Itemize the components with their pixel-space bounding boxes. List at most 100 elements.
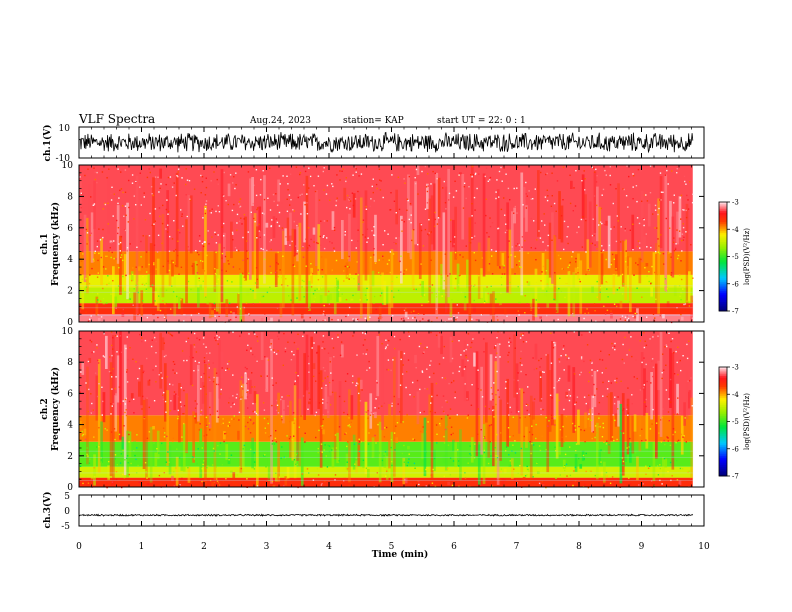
ch1-spectrogram-streak: [322, 320, 325, 321]
ch1-spectrogram-colorbar-cell: [719, 221, 727, 225]
ch2-spectrogram-colorbar-cell: [719, 437, 727, 441]
ch2-spectrogram-speckle: [145, 471, 147, 473]
ch2-spectrogram-speckle: [684, 417, 686, 419]
ch1-spectrogram-speckle: [277, 263, 279, 265]
ch2-spectrogram-speckle: [318, 402, 321, 404]
ch1-spectrogram-speckle: [310, 312, 312, 314]
ch2-spectrogram-speckle: [264, 432, 267, 434]
ch2-spectrogram-speckle: [171, 335, 174, 337]
ch1-spectrogram-streak: [350, 298, 354, 301]
ch2-spectrogram-speckle: [322, 380, 324, 382]
ch1-spectrogram-colorbar-cell: [719, 260, 727, 263]
ch2-spectrogram-speckle: [346, 413, 349, 416]
ch2-spectrogram-speckle: [439, 424, 442, 427]
ch2-spectrogram-speckle: [220, 423, 223, 425]
ch2-spectrogram-speckle: [215, 383, 218, 386]
ch2-spectrogram-speckle: [324, 377, 326, 379]
ch1-spectrogram-speckle: [128, 291, 130, 294]
ch1-spectrogram-speckle: [473, 196, 476, 199]
ch1-spectrogram-speckle: [405, 307, 407, 310]
ch2-spectrogram-speckle: [650, 382, 652, 384]
ch2-spectrogram-speckle: [661, 377, 663, 380]
ch1-spectrogram-speckle: [314, 289, 316, 292]
ch2-spectrogram-speckle: [422, 426, 424, 428]
ch2-spectrogram-speckle: [137, 377, 139, 380]
ch1-spectrogram-speckle: [494, 312, 496, 315]
ch2-spectrogram-speckle: [253, 468, 256, 470]
ch2-spectrogram-speckle: [288, 437, 291, 440]
ch1-spectrogram-speckle: [336, 174, 338, 176]
ch2-spectrogram-speckle: [568, 357, 570, 359]
ch2-spectrogram-speckle: [495, 394, 497, 396]
ch2-spectrogram-speckle: [651, 358, 654, 360]
ch1-spectrogram-speckle: [594, 171, 596, 173]
ch2-spectrogram-speckle: [116, 335, 118, 337]
ch1-spectrogram-speckle: [668, 252, 670, 254]
ch1-spectrogram-speckle: [96, 276, 99, 278]
ch1-spectrogram-speckle: [533, 220, 535, 222]
ch1-spectrogram-speckle: [644, 267, 646, 269]
ch2-spectrogram-speckle: [338, 460, 340, 462]
ch2-spectrogram-speckle: [112, 368, 114, 370]
ch2-spectrogram-speckle: [160, 372, 162, 374]
ch2-spectrogram-speckle: [477, 408, 479, 410]
ch1-spectrogram-speckle: [106, 177, 108, 179]
ch2-spectrogram-speckle: [517, 410, 520, 413]
ch1-spectrogram-speckle: [558, 287, 560, 290]
ch1-waveform-xticks: [78, 127, 705, 158]
ch2-spectrogram-colorbar-cell: [719, 450, 727, 453]
ch2-spectrogram-speckle: [588, 371, 591, 374]
ch2-spectrogram-speckle: [197, 369, 200, 371]
ch1-spectrogram-speckle: [559, 277, 561, 279]
ch2-spectrogram-speckle: [135, 361, 137, 363]
ch1-spectrogram-streak: [690, 295, 694, 322]
ch2-spectrogram-speckle: [99, 444, 101, 446]
ch2-spectrogram-speckle: [493, 416, 495, 418]
ch1-spectrogram-speckle: [215, 210, 217, 213]
ch1-spectrogram-speckle: [355, 273, 357, 275]
ch1-spectrogram-speckle: [331, 242, 333, 244]
ch2-spectrogram-speckle: [652, 408, 654, 411]
ch1-spectrogram-speckle: [408, 175, 410, 178]
ch1-spectrogram-colorbar-cell: [719, 309, 727, 312]
ch2-spectrogram-speckle: [258, 483, 261, 485]
ch1-spectrogram-speckle: [610, 263, 612, 266]
ch1-spectrogram-speckle: [352, 318, 354, 320]
ch2-spectrogram-streak: [185, 393, 188, 454]
ch2-spectrogram-speckle: [568, 389, 570, 391]
ch2-spectrogram-speckle: [230, 454, 233, 456]
ch1-spectrogram-speckle: [308, 187, 310, 189]
ch2-spectrogram-speckle: [246, 391, 248, 393]
ch2-spectrogram-speckle: [418, 345, 421, 348]
ch1-spectrogram-streak: [90, 212, 94, 263]
ch2-spectrogram-streak: [669, 348, 672, 408]
ch1-spectrogram-streak: [359, 197, 363, 319]
ch1-spectrogram-speckle: [90, 196, 92, 198]
ch2-spectrogram-speckle: [196, 337, 198, 339]
ch2-spectrogram-streak: [81, 362, 85, 375]
ch1-spectrogram-speckle: [304, 204, 306, 206]
ch2-spectrogram-streak: [421, 433, 424, 460]
ch1-spectrogram-speckle: [389, 271, 391, 274]
ch2-spectrogram-speckle: [306, 468, 309, 470]
ch1-spectrogram-speckle: [503, 167, 505, 169]
ch2-spectrogram-speckle: [288, 395, 290, 397]
ch1-spectrogram-speckle: [96, 303, 98, 305]
ch1-spectrogram-speckle: [173, 250, 175, 252]
ch1-spectrogram-speckle: [452, 196, 455, 198]
ch1-spectrogram-speckle: [654, 271, 656, 274]
ch2-spectrogram-speckle: [385, 426, 388, 429]
ch1-spectrogram-speckle: [206, 254, 208, 257]
ch2-spectrogram-speckle: [667, 471, 669, 473]
ch2-spectrogram-speckle: [423, 351, 425, 353]
ch2-spectrogram-streak: [662, 457, 665, 477]
ch2-spectrogram-speckle: [404, 478, 406, 481]
ch2-spectrogram-streak: [610, 392, 613, 441]
ch1-spectrogram-speckle: [288, 194, 291, 196]
ch2-spectrogram-speckle: [401, 452, 404, 455]
ch2-spectrogram-speckle: [623, 408, 625, 410]
ch1-spectrogram-speckle: [328, 303, 331, 305]
ch2-spectrogram-speckle: [458, 370, 460, 373]
ch2-spectrogram-speckle: [212, 380, 215, 383]
ch2-spectrogram-speckle: [420, 342, 422, 345]
